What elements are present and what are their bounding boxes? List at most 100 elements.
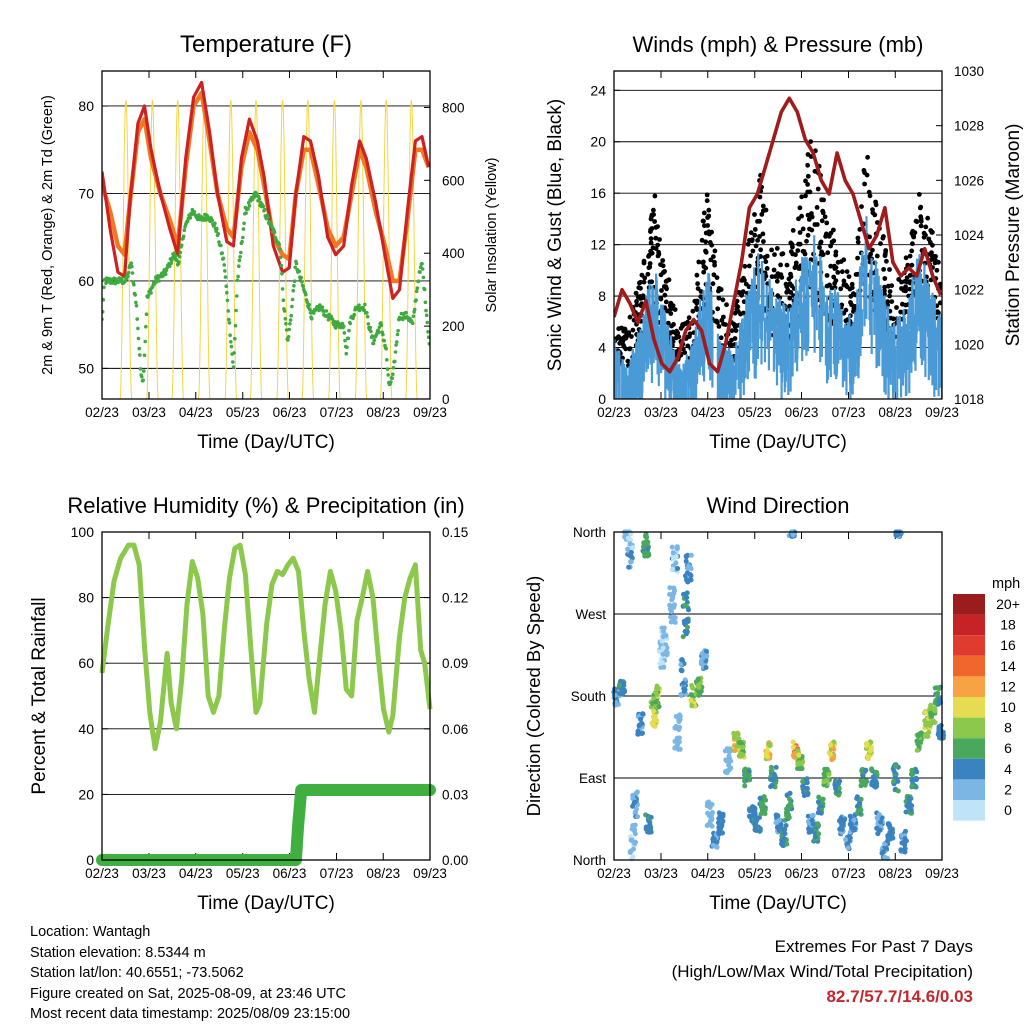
gust-point — [812, 168, 818, 174]
wind-direction-point — [735, 731, 741, 737]
wind-direction-point — [816, 831, 822, 837]
gust-point — [653, 235, 659, 241]
wind-direction-point — [660, 651, 666, 657]
p2-xlabel: Time (Day/UTC) — [709, 432, 847, 453]
gust-point — [878, 241, 883, 247]
p4-xlabel: Time (Day/UTC) — [709, 893, 847, 914]
gust-point — [805, 182, 810, 187]
wind-direction-point — [797, 766, 803, 772]
wind-direction-point — [784, 841, 790, 847]
gust-point — [649, 226, 655, 231]
dewpoint-point — [284, 321, 288, 326]
gust-point — [866, 189, 872, 195]
gust-point — [889, 299, 895, 304]
wind-direction-point — [740, 744, 746, 750]
p4-xtick-label: 08/23 — [878, 866, 912, 881]
wind-direction-point — [628, 559, 634, 565]
wind-direction-point — [805, 813, 811, 819]
p3-xtick-label: 02/23 — [85, 866, 119, 881]
wind-direction-point — [682, 602, 688, 608]
gust-point — [732, 310, 738, 316]
legend-label: 4 — [1004, 761, 1012, 777]
wind-direction-point — [874, 769, 879, 775]
gust-point — [622, 334, 627, 340]
wind-direction-point — [678, 691, 684, 697]
gust-point — [835, 270, 841, 275]
wind-direction-point — [652, 724, 658, 729]
dewpoint-point — [304, 292, 308, 297]
gust-point — [714, 275, 720, 280]
gust-point — [907, 253, 913, 259]
gust-point — [662, 292, 668, 298]
wind-direction-point — [863, 767, 869, 773]
gust-point — [652, 219, 657, 224]
dewpoint-point — [294, 261, 299, 266]
wind-direction-point — [893, 763, 899, 769]
gust-point — [687, 331, 693, 337]
gust-point — [914, 219, 920, 225]
gust-point — [700, 260, 706, 266]
dewpoint-point — [149, 291, 153, 295]
gust-point — [887, 293, 892, 299]
wind-direction-point — [685, 624, 690, 630]
gust-point — [645, 271, 651, 277]
dewpoint-point — [292, 284, 296, 288]
p1-ytick-right-label: 200 — [442, 319, 465, 334]
gust-point — [884, 258, 889, 264]
gust-point — [849, 281, 855, 287]
gust-point — [859, 204, 864, 210]
wind-direction-point — [647, 819, 653, 825]
wind-direction-point — [658, 664, 664, 670]
wind-direction-point — [852, 826, 858, 832]
wind-direction-point — [843, 837, 849, 843]
dewpoint-point — [410, 321, 415, 326]
p2-xtick-label: 05/23 — [738, 405, 772, 420]
gust-point — [787, 303, 792, 309]
wind-direction-point — [858, 796, 864, 802]
dewpoint-point — [391, 372, 395, 377]
dewpoint-point — [163, 272, 168, 277]
gust-point — [658, 262, 663, 267]
p4-plot-border — [613, 531, 943, 861]
gust-point — [889, 283, 895, 288]
gust-point — [831, 274, 837, 280]
dewpoint-point — [342, 331, 347, 335]
wind-direction-point — [810, 821, 816, 827]
wind-direction-point — [657, 661, 663, 667]
gust-point — [937, 281, 942, 287]
dewpoint-point — [102, 285, 106, 290]
gust-point — [659, 288, 664, 293]
p2-plot-border — [613, 70, 943, 400]
p4-ytick-label: North — [573, 853, 606, 868]
wind-direction-point — [740, 752, 746, 758]
wind-direction-point — [800, 779, 806, 784]
wind-direction-point — [779, 825, 785, 831]
gust-point — [641, 258, 647, 264]
gust-point — [844, 269, 850, 274]
p1-xtick-label: 05/23 — [226, 405, 260, 420]
wind-direction-point — [868, 744, 874, 750]
wind-direction-point — [612, 692, 618, 698]
wind-direction-point — [880, 849, 886, 855]
wind-direction-point — [642, 553, 648, 559]
wind-direction-point — [676, 735, 682, 741]
gust-point — [909, 248, 915, 254]
wind-direction-point — [716, 828, 722, 834]
dewpoint-point — [224, 284, 228, 289]
gust-point — [706, 213, 712, 219]
wind-direction-point — [620, 691, 626, 697]
gust-point — [655, 253, 661, 259]
gust-point — [746, 263, 752, 269]
dewpoint-point — [220, 251, 224, 255]
p3-ylabel: Percent & Total Rainfall — [29, 597, 50, 794]
p1-ytick-label: 80 — [78, 98, 94, 114]
wind-direction-point — [914, 747, 920, 753]
gust-point — [870, 247, 875, 253]
solar-insolation-curve — [146, 100, 159, 399]
wind-direction-point — [640, 730, 645, 736]
dewpoint-point — [142, 369, 146, 373]
wind-direction-point — [645, 539, 651, 545]
wind-direction-point — [672, 615, 678, 621]
wind-direction-point — [641, 544, 646, 550]
gust-point — [779, 251, 785, 257]
